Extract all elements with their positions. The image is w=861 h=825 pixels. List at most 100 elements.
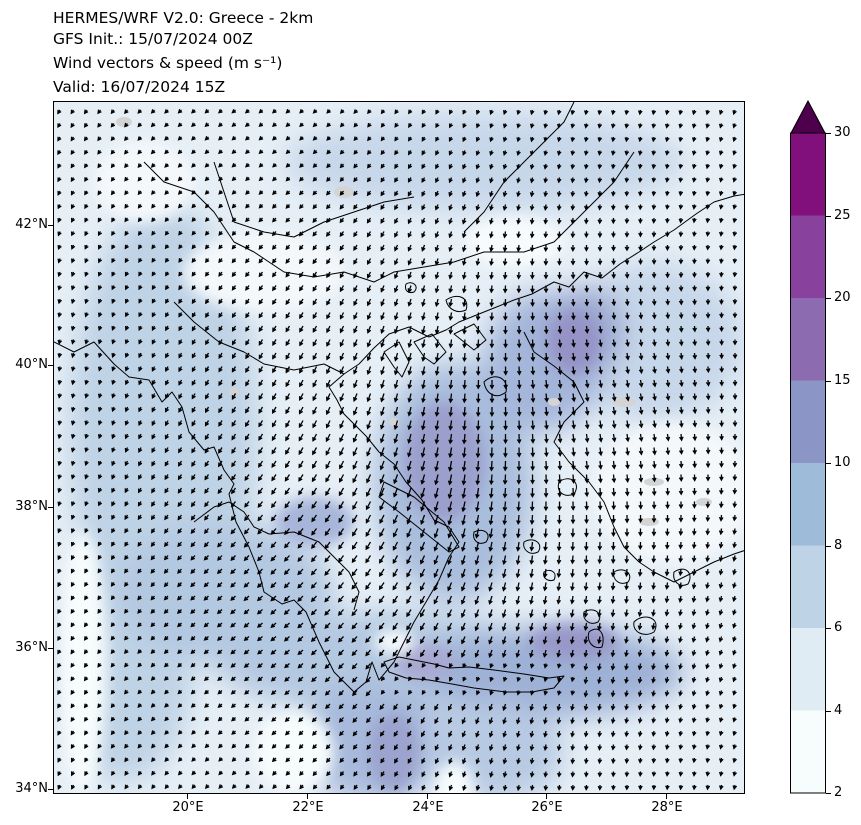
- wind-arrow: [462, 393, 467, 404]
- wind-arrow: [705, 568, 710, 576]
- wind-arrow: [718, 150, 724, 156]
- wind-arrow: [705, 609, 710, 616]
- wind-arrow: [353, 122, 359, 128]
- wind-arrow: [138, 433, 143, 440]
- wind-arrow: [150, 676, 156, 681]
- wind-arrow: [583, 123, 589, 129]
- wind-arrow: [678, 325, 684, 333]
- wind-arrow: [217, 474, 223, 481]
- wind-arrow: [57, 244, 62, 250]
- wind-arrow: [244, 716, 250, 722]
- wind-arrow: [530, 487, 535, 499]
- wind-arrow: [150, 716, 156, 722]
- wind-arrow: [205, 393, 210, 400]
- wind-arrow: [338, 690, 344, 696]
- wind-arrow: [392, 568, 399, 578]
- wind-arrow: [420, 595, 426, 605]
- wind-arrow: [111, 514, 116, 520]
- wind-arrow: [678, 649, 683, 657]
- wind-arrow: [489, 420, 495, 431]
- wind-arrow: [298, 244, 304, 251]
- wind-arrow: [637, 568, 643, 577]
- wind-arrow: [691, 177, 697, 183]
- wind-arrow: [502, 190, 508, 198]
- wind-arrow: [218, 447, 223, 454]
- wind-arrow: [339, 339, 345, 348]
- wind-arrow: [298, 703, 304, 709]
- wind-arrow: [448, 690, 454, 696]
- wind-arrow: [258, 271, 264, 278]
- wind-arrow: [447, 622, 453, 632]
- wind-arrow: [651, 622, 656, 631]
- wind-arrow: [557, 339, 563, 348]
- wind-arrow: [352, 514, 358, 524]
- wind-arrow: [97, 325, 103, 332]
- wind-arrow: [434, 379, 440, 390]
- wind-arrow: [137, 595, 142, 601]
- wind-arrow: [543, 474, 549, 485]
- wind-arrow: [664, 717, 670, 724]
- wind-arrow: [624, 285, 630, 293]
- wind-arrow: [705, 123, 710, 129]
- wind-arrow: [624, 217, 630, 225]
- wind-arrow: [638, 784, 643, 791]
- wind-arrow: [312, 379, 318, 388]
- wind-arrow: [326, 325, 331, 334]
- wind-arrow: [365, 609, 372, 617]
- wind-arrow: [651, 568, 657, 577]
- wind-arrow: [542, 636, 548, 645]
- wind-arrow: [637, 163, 643, 170]
- wind-arrow: [691, 622, 697, 630]
- wind-arrow: [190, 703, 196, 708]
- wind-arrow: [664, 730, 670, 737]
- wind-arrow: [190, 636, 196, 641]
- wind-arrow: [312, 325, 318, 333]
- wind-arrow: [366, 271, 372, 279]
- wind-arrow: [258, 135, 264, 141]
- wind-arrow: [421, 325, 426, 335]
- wind-arrow: [258, 203, 264, 209]
- wind-arrow: [258, 163, 264, 168]
- wind-arrow: [380, 150, 385, 156]
- wind-arrow: [150, 595, 156, 601]
- wind-arrow: [97, 622, 102, 628]
- wind-arrow: [678, 204, 684, 210]
- wind-arrow: [245, 190, 250, 195]
- wind-arrow: [570, 190, 576, 198]
- wind-arrow: [165, 271, 170, 277]
- wind-arrow: [651, 312, 657, 320]
- wind-arrow: [598, 474, 603, 484]
- wind-arrow: [691, 190, 697, 197]
- wind-arrow: [461, 447, 467, 459]
- wind-arrow: [285, 122, 291, 128]
- wind-arrow: [611, 514, 616, 524]
- wind-arrow: [516, 433, 522, 444]
- wind-arrow: [664, 744, 670, 751]
- wind-arrow: [270, 690, 277, 695]
- wind-arrow: [258, 784, 264, 790]
- wind-arrow: [57, 487, 62, 494]
- wind-arrow: [178, 393, 183, 400]
- wind-arrow: [353, 190, 358, 196]
- wind-arrow: [583, 703, 589, 711]
- wind-arrow: [243, 663, 250, 668]
- wind-arrow: [678, 352, 684, 360]
- wind-arrow: [338, 474, 345, 483]
- wind-arrow: [638, 298, 644, 306]
- wind-arrow: [57, 649, 62, 655]
- wind-arrow: [70, 663, 75, 668]
- wind-arrow: [597, 271, 603, 280]
- wind-arrow: [691, 595, 697, 603]
- wind-arrow: [597, 514, 603, 524]
- wind-arrow: [718, 136, 724, 143]
- wind-arrow: [297, 636, 304, 642]
- wind-arrow: [124, 244, 129, 250]
- wind-arrow: [665, 379, 671, 388]
- wind-arrow: [732, 298, 738, 305]
- wind-arrow: [339, 136, 345, 141]
- wind-arrow: [705, 514, 711, 523]
- wind-arrow: [365, 703, 372, 710]
- wind-arrow: [624, 784, 630, 791]
- wind-arrow: [475, 663, 481, 669]
- wind-arrow: [719, 298, 724, 305]
